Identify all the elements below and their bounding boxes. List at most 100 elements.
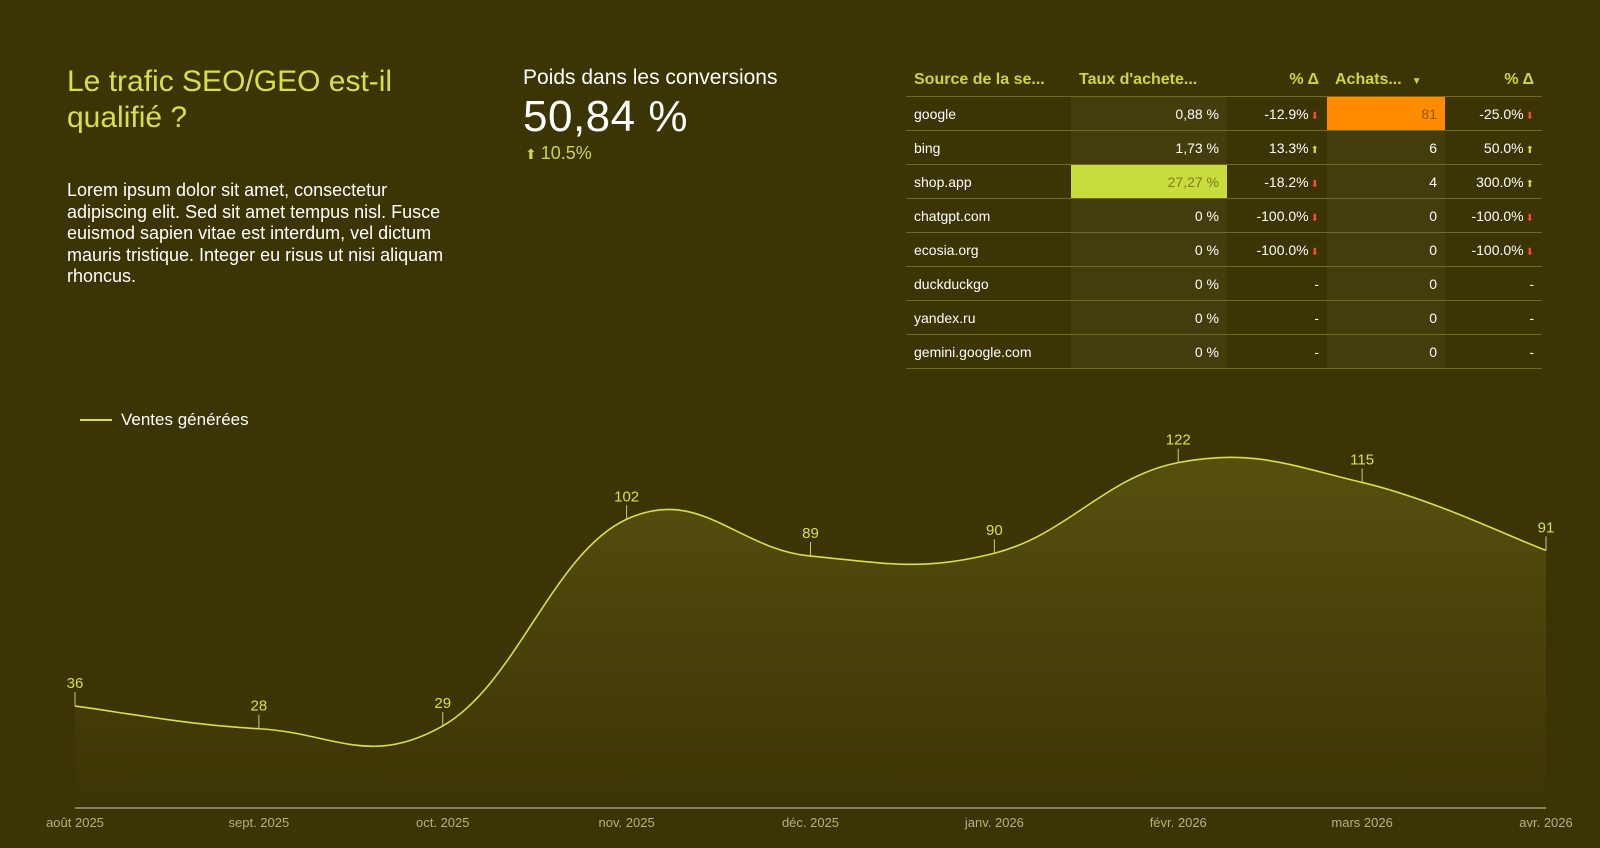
x-tick-label: nov. 2025 — [599, 815, 655, 830]
arrow-down-icon: ⬇ — [1310, 178, 1319, 190]
purchases-cell-value: 4 — [1429, 173, 1437, 190]
kpi-delta: ⬆ 10.5% — [525, 143, 592, 164]
table-row[interactable]: google 0,88 % -12.9% ⬇ 81 -25.0% ⬇ — [906, 96, 1542, 131]
table-row[interactable]: ecosia.org 0 % -100.0% ⬇ 0 -100.0% ⬇ — [906, 232, 1542, 267]
rate-delta-cell: -100.0% ⬇ — [1227, 198, 1327, 233]
series-area — [75, 457, 1546, 808]
source-cell: ecosia.org — [906, 232, 1071, 267]
rate-delta-cell-value: -12.9% — [1264, 105, 1309, 122]
rate-cell: 0 % — [1071, 266, 1227, 301]
data-label: 29 — [434, 695, 451, 712]
purchases-delta-cell-value: 300.0% — [1476, 173, 1524, 190]
arrow-down-icon: ⬇ — [1525, 110, 1534, 122]
rate-cell-value: 0 % — [1194, 309, 1219, 326]
arrow-up-icon: ⬆ — [1525, 144, 1534, 156]
rate-delta-cell: - — [1227, 300, 1327, 335]
purchases-cell-value: 0 — [1429, 275, 1437, 292]
arrow-down-icon: ⬇ — [1310, 110, 1319, 122]
purchases-delta-cell: 300.0% ⬆ — [1445, 164, 1542, 199]
rate-cell: 0,88 % — [1071, 96, 1227, 131]
purchases-delta-cell-value: -100.0% — [1471, 241, 1524, 258]
source-table: Source de la se... Taux d'achete... % Δ … — [906, 64, 1542, 369]
rate-delta-cell-value: 13.3% — [1268, 139, 1309, 156]
purchases-cell: 0 — [1327, 232, 1445, 267]
source-cell-value: duckduckgo — [914, 275, 989, 292]
source-cell: shop.app — [906, 164, 1071, 199]
source-cell: bing — [906, 130, 1071, 165]
page-description: Lorem ipsum dolor sit amet, consectetur … — [67, 180, 444, 286]
source-cell: yandex.ru — [906, 300, 1071, 335]
rate-delta-cell-value: - — [1314, 309, 1319, 326]
rate-cell-value: 0 % — [1194, 207, 1219, 224]
data-label: 28 — [251, 698, 268, 715]
arrow-down-icon: ⬇ — [1310, 246, 1319, 258]
arrow-down-icon: ⬇ — [1525, 212, 1534, 224]
purchases-delta-cell-value: 50.0% — [1483, 139, 1524, 156]
purchases-delta-cell: - — [1445, 300, 1542, 335]
rate-cell: 0 % — [1071, 232, 1227, 267]
arrow-down-icon: ⬇ — [1525, 246, 1534, 258]
purchases-cell: 0 — [1327, 334, 1445, 369]
kpi-delta-value: 10.5% — [540, 143, 592, 163]
source-cell: google — [906, 96, 1071, 131]
table-row[interactable]: bing 1,73 % 13.3% ⬆ 6 50.0% ⬆ — [906, 130, 1542, 165]
rate-cell: 0 % — [1071, 300, 1227, 335]
purchases-cell-value: 6 — [1429, 139, 1437, 156]
rate-cell: 27,27 % — [1071, 164, 1227, 199]
data-label: 90 — [986, 522, 1003, 539]
source-cell-value: bing — [914, 139, 941, 156]
table-row[interactable]: shop.app 27,27 % -18.2% ⬇ 4 300.0% ⬆ — [906, 164, 1542, 199]
rate-cell: 0 % — [1071, 198, 1227, 233]
x-tick-label: mars 2026 — [1331, 815, 1392, 830]
purchases-cell: 6 — [1327, 130, 1445, 165]
rate-delta-cell: - — [1227, 266, 1327, 301]
rate-delta-cell-value: -100.0% — [1256, 241, 1309, 258]
rate-cell-value: 0,88 % — [1175, 105, 1219, 122]
arrow-down-icon: ⬇ — [1310, 212, 1319, 224]
chart-legend[interactable]: Ventes générées — [80, 410, 249, 430]
rate-delta-cell: -12.9% ⬇ — [1227, 96, 1327, 131]
x-tick-label: avr. 2026 — [1519, 815, 1573, 830]
source-cell-value: gemini.google.com — [914, 343, 1032, 360]
source-cell: duckduckgo — [906, 266, 1071, 301]
purchases-cell-value: 0 — [1429, 309, 1437, 326]
x-tick-label: août 2025 — [46, 815, 104, 830]
rate-cell-value: 0 % — [1194, 275, 1219, 292]
source-cell-value: yandex.ru — [914, 309, 976, 326]
x-tick-label: janv. 2026 — [964, 815, 1024, 830]
source-cell-value: ecosia.org — [914, 241, 979, 258]
data-label: 91 — [1538, 519, 1555, 536]
source-cell: gemini.google.com — [906, 334, 1071, 369]
rate-cell: 1,73 % — [1071, 130, 1227, 165]
purchases-cell-value: 0 — [1429, 207, 1437, 224]
purchases-cell: 4 — [1327, 164, 1445, 199]
source-cell-value: google — [914, 105, 957, 122]
rate-delta-cell-value: - — [1314, 343, 1319, 360]
purchases-delta-cell-value: - — [1529, 275, 1534, 292]
purchases-cell: 81 — [1327, 96, 1445, 131]
arrow-up-icon: ⬆ — [525, 146, 537, 162]
rate-cell-value: 0 % — [1194, 343, 1219, 360]
rate-delta-cell: -18.2% ⬇ — [1227, 164, 1327, 199]
x-tick-label: oct. 2025 — [416, 815, 470, 830]
table-row[interactable]: gemini.google.com 0 % - 0 - — [906, 334, 1542, 369]
table-row[interactable]: yandex.ru 0 % - 0 - — [906, 300, 1542, 335]
series-line — [74, 456, 1547, 747]
source-cell: chatgpt.com — [906, 198, 1071, 233]
purchases-delta-cell-value: -25.0% — [1479, 105, 1524, 122]
purchases-delta-cell: -25.0% ⬇ — [1445, 96, 1542, 131]
purchases-delta-cell: -100.0% ⬇ — [1445, 232, 1542, 267]
data-label: 115 — [1350, 451, 1374, 468]
rate-delta-cell-value: -18.2% — [1264, 173, 1309, 190]
kpi-label: Poids dans les conversions — [523, 66, 778, 89]
purchases-delta-cell: -100.0% ⬇ — [1445, 198, 1542, 233]
purchases-delta-cell: - — [1445, 266, 1542, 301]
rate-cell-value: 1,73 % — [1175, 139, 1219, 156]
page-title: Le trafic SEO/GEO est-il qualifié ? — [67, 65, 393, 134]
data-label: 102 — [614, 488, 639, 505]
x-tick-label: déc. 2025 — [782, 815, 839, 830]
table-row[interactable]: chatgpt.com 0 % -100.0% ⬇ 0 -100.0% ⬇ — [906, 198, 1542, 233]
data-label: 122 — [1166, 432, 1191, 449]
table-row[interactable]: duckduckgo 0 % - 0 - — [906, 266, 1542, 301]
